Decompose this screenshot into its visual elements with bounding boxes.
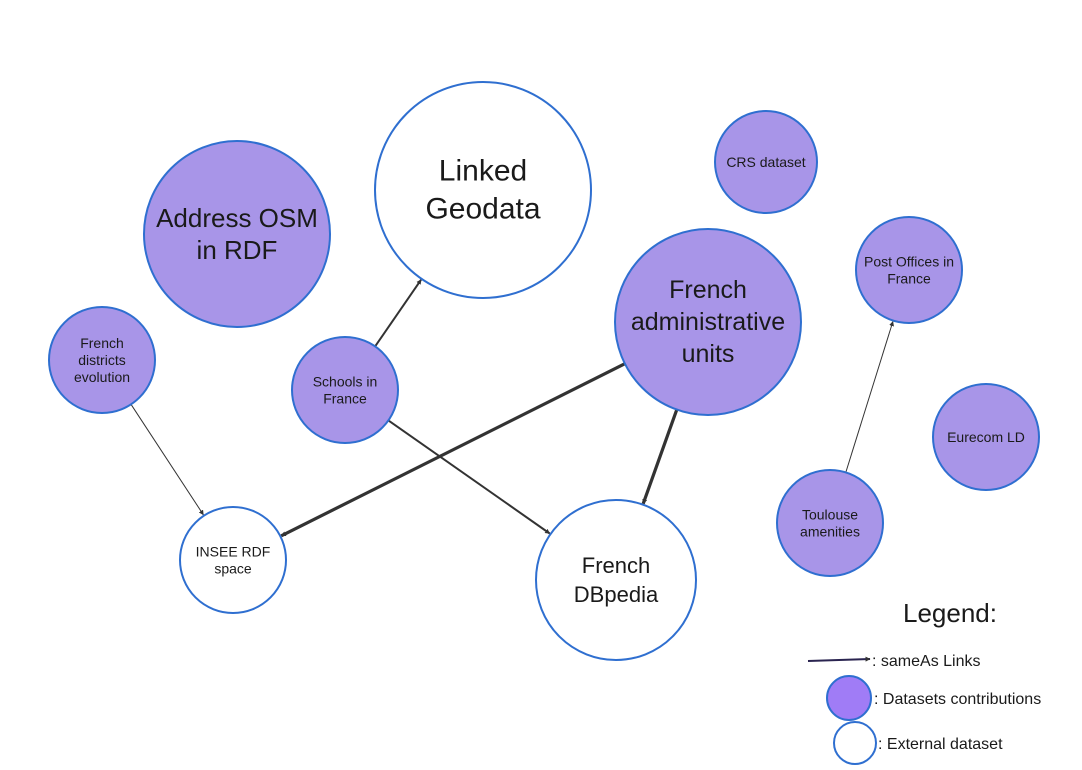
sameas-link-french-admin-units-to-french-dbpedia [641, 409, 679, 505]
node-label-toulouse-amenities-line-0: Toulouse [802, 507, 858, 523]
node-circle-address-osm [143, 140, 331, 328]
legend-arrow-symbol [807, 656, 871, 662]
node-circle-insee-rdf [179, 506, 287, 614]
legend: Legend: : sameAs Links : Datasets contri… [807, 598, 1041, 765]
node-label-french-dbpedia-line-0: French [582, 553, 650, 578]
legend-external-swatch [833, 721, 877, 765]
node-label-linked-geodata-line-0: Linked [439, 155, 527, 188]
sameas-link-french-districts-to-insee-rdf [130, 404, 204, 516]
node-eurecom-ld: Eurecom LD [932, 383, 1040, 491]
legend-title: Legend: [903, 598, 997, 628]
node-label-schools-france-line-0: Schools in [313, 374, 378, 390]
node-label-address-osm-line-0: Address OSM [156, 203, 318, 233]
node-label-address-osm-line-1: in RDF [197, 235, 278, 265]
node-label-french-districts-line-0: French [80, 335, 124, 351]
node-label-post-offices-line-0: Post Offices in [864, 254, 954, 270]
node-linked-geodata: Linked Geodata [374, 81, 592, 299]
sameas-link-schools-france-to-french-dbpedia [387, 419, 551, 535]
legend-item-contributions: : Datasets contributions [874, 691, 1041, 708]
node-label-french-admin-units-line-0: French [669, 276, 747, 304]
node-label-french-admin-units-line-1: administrative [631, 308, 785, 336]
node-french-admin-units: French administrative units [614, 228, 802, 416]
node-french-dbpedia: French DBpedia [535, 499, 697, 661]
node-label-post-offices-line-1: France [887, 271, 931, 287]
node-label-french-districts-line-1: districts [78, 352, 125, 368]
node-label-schools-france-line-1: France [323, 391, 367, 407]
node-label-french-admin-units-line-2: units [682, 340, 735, 368]
node-circle-french-admin-units [614, 228, 802, 416]
node-label-french-districts-line-2: evolution [74, 369, 130, 385]
sameas-link-schools-france-to-linked-geodata [374, 279, 422, 347]
node-circle-eurecom-ld [932, 383, 1040, 491]
node-circle-post-offices [855, 216, 963, 324]
node-label-insee-rdf-line-0: INSEE RDF [196, 544, 271, 560]
sameas-link-toulouse-amenities-to-post-offices [845, 321, 894, 473]
node-label-crs-dataset-line-0: CRS dataset [726, 154, 805, 170]
node-circle-crs-dataset [714, 110, 818, 214]
links-layer [130, 279, 894, 538]
node-circle-toulouse-amenities [776, 469, 884, 577]
legend-item-sameas: : sameAs Links [872, 653, 980, 670]
node-label-linked-geodata-line-1: Geodata [425, 193, 540, 226]
node-label-toulouse-amenities-line-1: amenities [800, 524, 860, 540]
node-circle-linked-geodata [374, 81, 592, 299]
node-circle-schools-france [291, 336, 399, 444]
node-label-eurecom-ld-line-0: Eurecom LD [947, 429, 1025, 445]
node-crs-dataset: CRS dataset [714, 110, 818, 214]
node-circle-french-dbpedia [535, 499, 697, 661]
node-circle-french-districts [48, 306, 156, 414]
node-label-french-dbpedia-line-1: DBpedia [574, 582, 659, 607]
legend-contribution-swatch [826, 675, 872, 721]
legend-item-external: : External dataset [878, 736, 1003, 753]
node-label-insee-rdf-line-1: space [214, 561, 252, 577]
sameas-link-french-admin-units-to-insee-rdf [280, 362, 626, 538]
